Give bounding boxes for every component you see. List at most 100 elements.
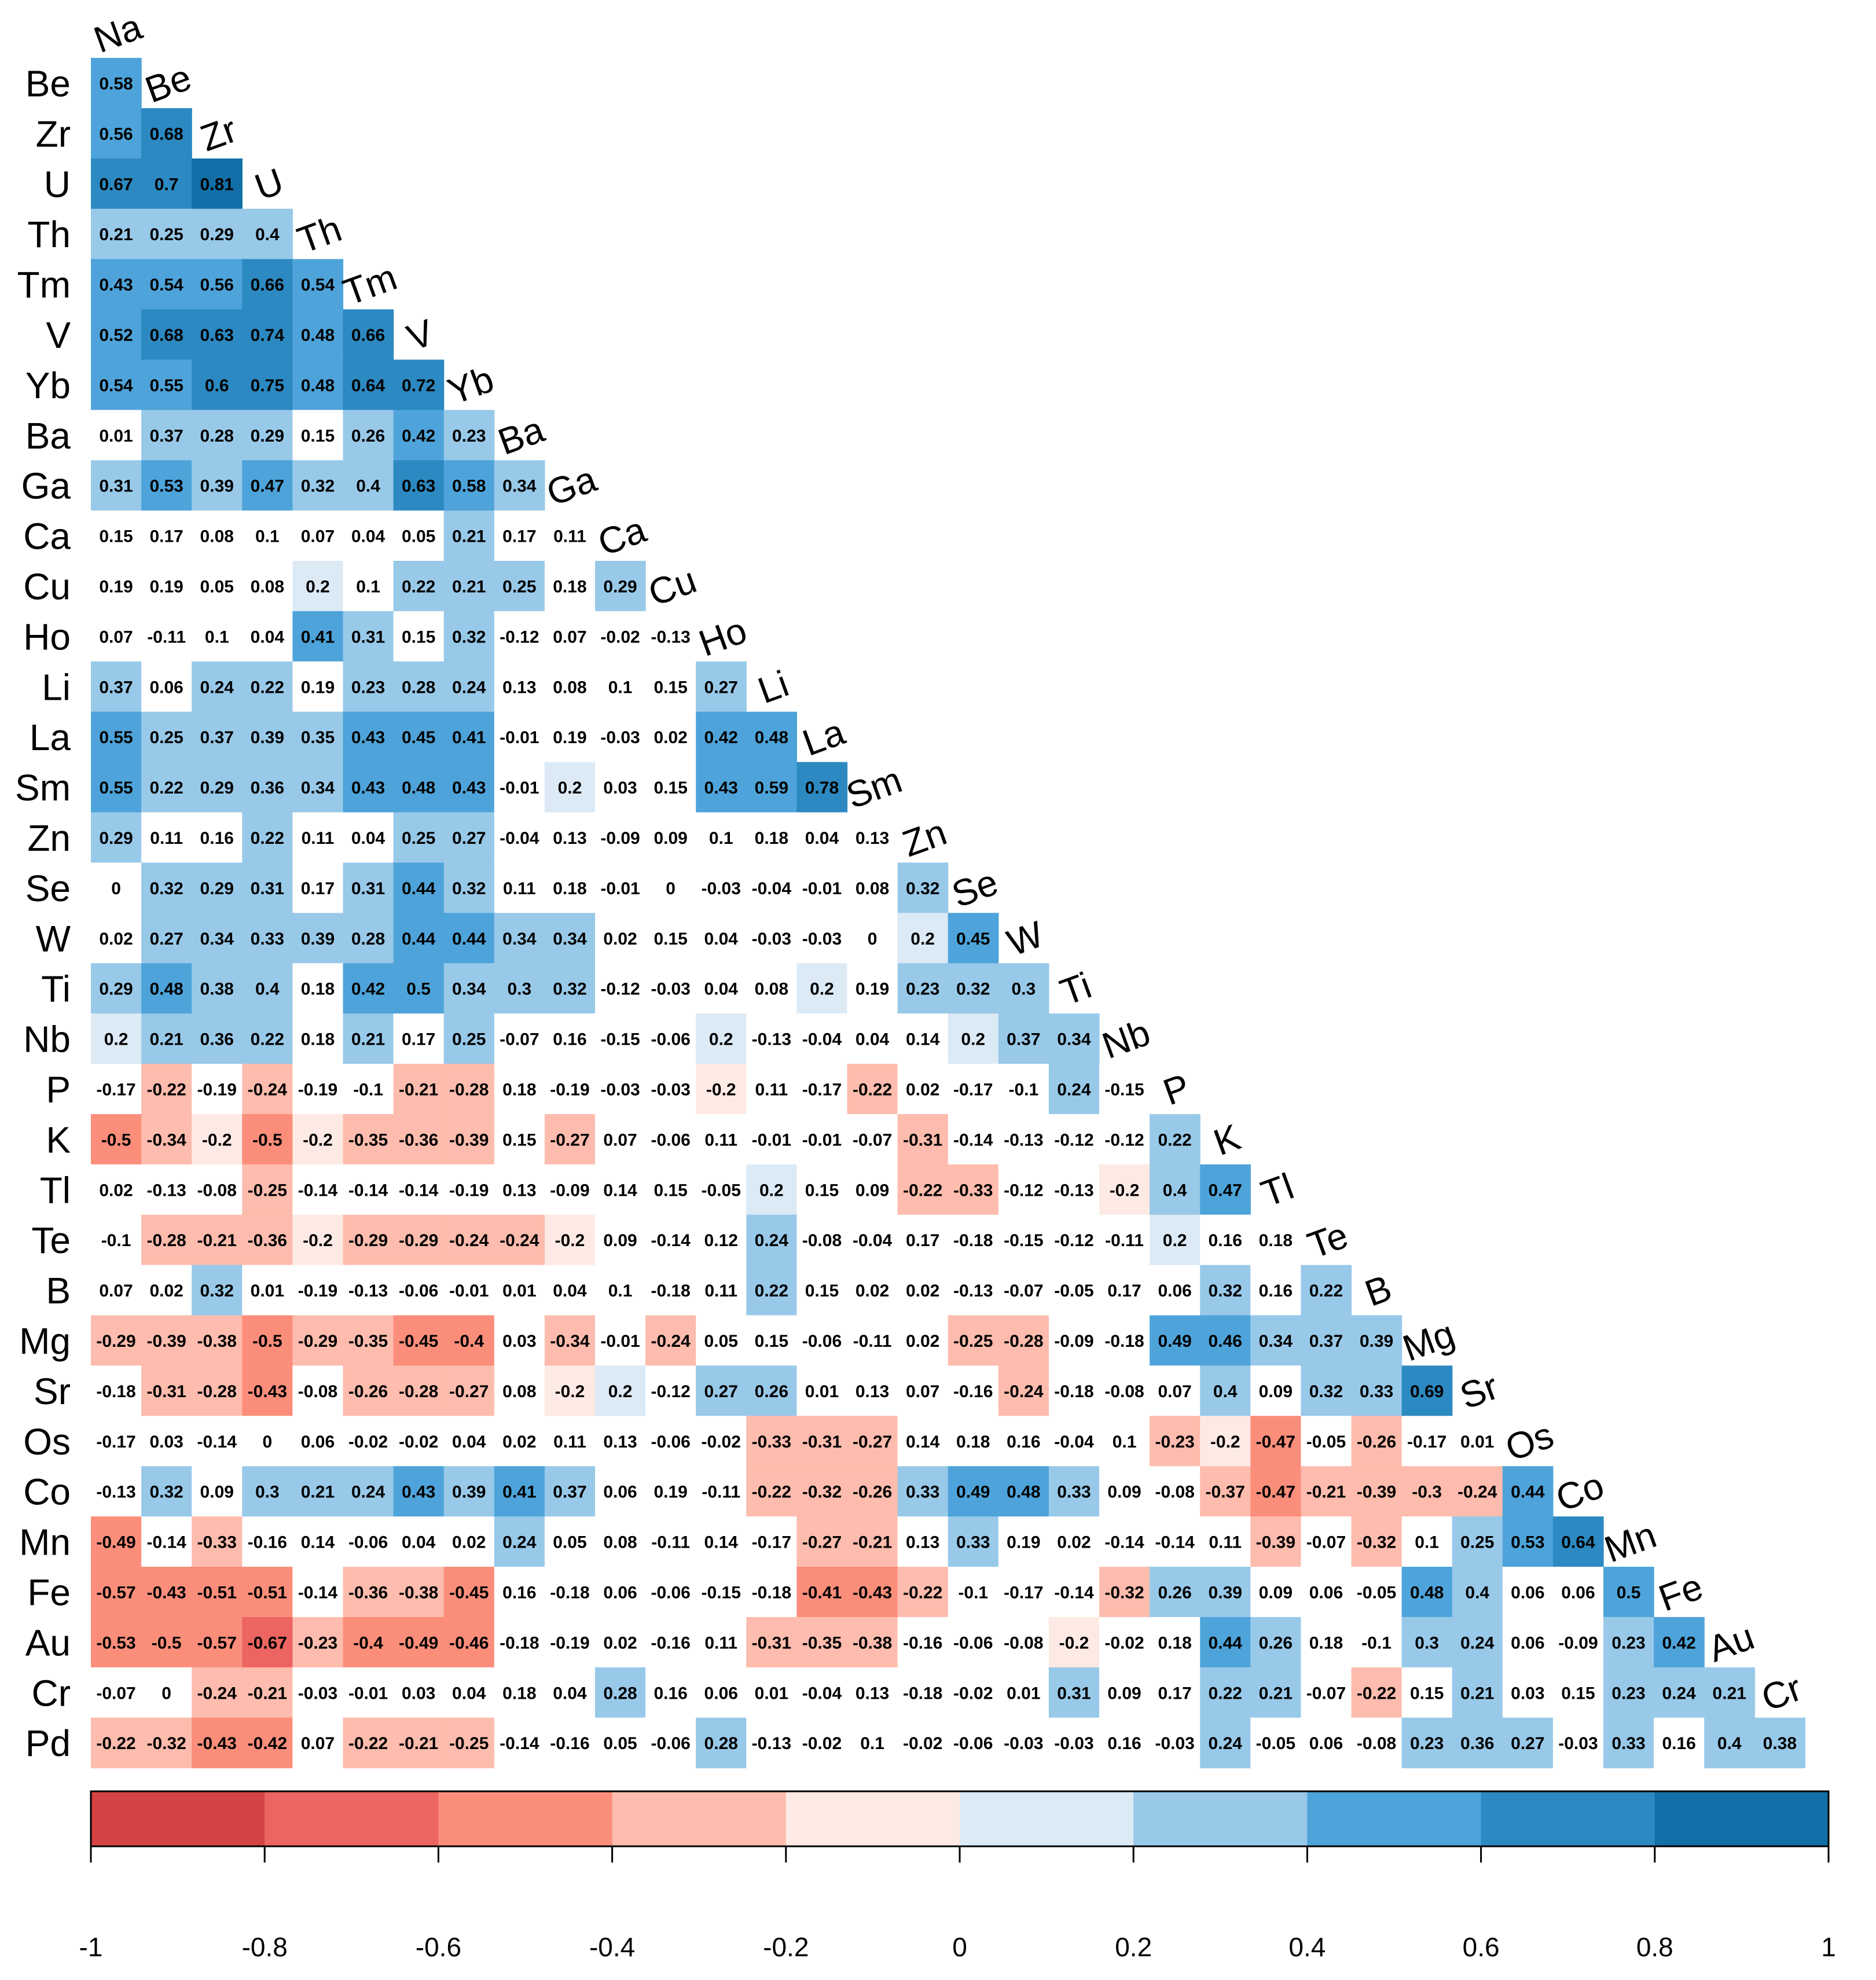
heatmap-cell [242,661,293,712]
colorbar-tick-label: -1 [79,1932,103,1962]
cell-value-label: 0.13 [603,1432,637,1452]
heatmap-cell [1452,1567,1503,1618]
heatmap-cell [696,1214,747,1266]
cell-value-label: 0.1 [1415,1533,1439,1552]
cell-value-label: 0.37 [200,728,234,747]
heatmap-cell [1200,1567,1251,1618]
heatmap-cell [796,1567,848,1618]
cell-value-label: -0.24 [651,1332,691,1351]
cell-value-label: -0.11 [147,627,186,646]
heatmap-cell [242,1164,293,1215]
cell-value-label: 0.14 [301,1533,335,1552]
heatmap-cell [292,1114,344,1165]
cell-value-label: 0.27 [704,1382,738,1401]
cell-value-label: 0.21 [1713,1684,1746,1703]
cell-value-label: 0.06 [1511,1583,1544,1602]
cell-value-label: -0.05 [1054,1281,1093,1301]
cell-value-label: -0.01 [449,1281,489,1301]
heatmap-cell [746,1214,797,1266]
heatmap-cell [242,1617,293,1668]
cell-value-label: -0.12 [651,1382,690,1401]
cell-value-label: 0.4 [1465,1583,1489,1602]
heatmap-cell [141,309,192,360]
heatmap-cell [192,1164,243,1215]
heatmap-cell [343,1466,394,1517]
heatmap-cell [242,1315,293,1366]
column-label: Co [1551,1464,1610,1520]
column-label: Na [89,5,148,61]
cell-value-label: 0.01 [251,1281,284,1301]
heatmap-cell [897,1667,949,1718]
cell-value-label: 0.2 [759,1181,784,1200]
heatmap-cell [847,1013,898,1064]
heatmap-cell [998,1667,1049,1718]
heatmap-cell [443,1114,495,1165]
cell-value-label: 0.24 [755,1231,789,1250]
column-label: B [1360,1267,1397,1314]
cell-value-label: 0.45 [956,930,990,949]
heatmap-cell [343,359,394,410]
cell-value-label: -0.22 [903,1181,942,1200]
heatmap-cell [1250,1567,1301,1618]
heatmap-cell [544,561,596,612]
cell-value-label: -0.01 [802,1130,842,1149]
cell-value-label: 0.33 [251,930,284,949]
cell-value-label: 0.11 [1209,1533,1242,1552]
cell-value-label: 0.03 [502,1332,536,1351]
cell-value-label: 0.01 [1007,1684,1040,1703]
cell-value-label: -0.04 [752,879,792,898]
cell-value-label: -0.18 [651,1281,690,1301]
heatmap-cell [645,862,696,913]
cell-value-label: -0.18 [1104,1332,1144,1351]
column-label: Tl [1255,1165,1299,1215]
heatmap-cell [242,208,293,260]
cell-value-label: 0.05 [704,1332,738,1351]
heatmap-cell [796,1164,848,1215]
heatmap-cell [1150,1164,1201,1215]
heatmap-cell [544,1064,596,1115]
cell-value-label: 0.29 [200,879,234,898]
cell-value-label: 0.14 [906,1030,940,1049]
cell-value-label: -0.35 [348,1332,388,1351]
heatmap-cell [192,1064,243,1115]
cell-value-label: 0.03 [402,1684,435,1703]
heatmap-cell [1048,1717,1100,1769]
cell-value-label: 0.42 [1662,1633,1695,1652]
heatmap-cell [242,762,293,813]
cell-value-label: -0.19 [298,1281,337,1301]
heatmap-cell [292,1567,344,1618]
row-label: Sm [15,767,71,809]
heatmap-cell [1048,1013,1100,1064]
heatmap-cell [494,1064,545,1115]
heatmap-cell [544,1717,596,1769]
cell-value-label: -0.22 [146,1080,186,1099]
cell-value-label: -0.14 [1054,1583,1094,1602]
cell-value-label: -0.32 [146,1734,186,1753]
heatmap-cell [1099,1164,1150,1215]
heatmap-cell [393,862,445,913]
heatmap-cell [998,1466,1049,1517]
cell-value-label: -0.12 [1054,1231,1093,1250]
row-label: Cu [23,565,71,607]
heatmap-cell [847,1315,898,1366]
cell-value-label: 0.09 [654,829,687,848]
cell-value-label: 0.36 [200,1030,234,1049]
cell-value-label: 0.28 [200,427,234,446]
colorbar-segment [1481,1791,1655,1846]
heatmap-cell [292,1315,344,1366]
heatmap-cell [1401,1516,1453,1567]
heatmap-cell [141,1516,192,1567]
column-label: V [402,311,439,358]
heatmap-cell [1502,1466,1554,1517]
heatmap-cell [1401,1416,1453,1467]
cell-value-label: 0.02 [99,930,133,949]
heatmap-cell [1200,1164,1251,1215]
cell-value-label: -0.46 [449,1633,489,1652]
cell-value-label: -0.26 [853,1483,892,1502]
heatmap-cell [91,862,142,913]
heatmap-cell [696,1617,747,1668]
cell-value-label: -0.1 [353,1080,383,1099]
heatmap-cell [645,963,696,1014]
heatmap-cell [645,1717,696,1769]
heatmap-cell [242,1516,293,1567]
